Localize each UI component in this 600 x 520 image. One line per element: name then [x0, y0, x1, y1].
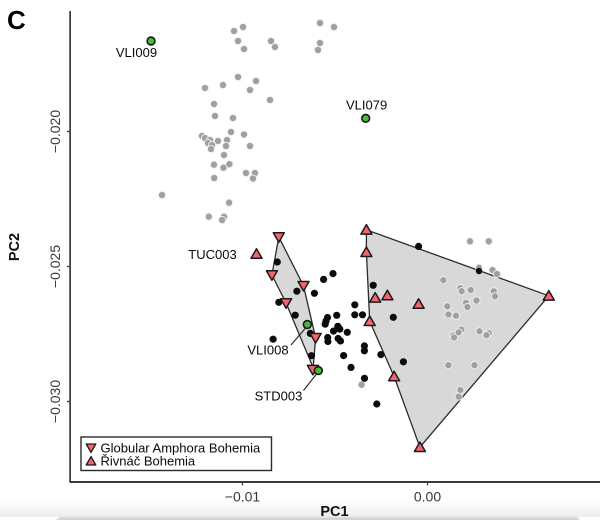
svg-text:−0.020: −0.020	[47, 110, 63, 153]
svg-text:VLI008: VLI008	[247, 343, 288, 358]
svg-text:Globular Amphora Bohemia: Globular Amphora Bohemia	[101, 441, 261, 456]
svg-text:−0.01: −0.01	[225, 489, 261, 505]
svg-text:PC1: PC1	[320, 504, 348, 520]
svg-text:VLI009: VLI009	[116, 45, 157, 60]
svg-text:TUC003: TUC003	[188, 247, 236, 262]
svg-text:Řivnáč Bohemia: Řivnáč Bohemia	[101, 454, 196, 469]
svg-text:STD003: STD003	[255, 389, 303, 404]
svg-text:VLI079: VLI079	[346, 98, 387, 113]
svg-text:PC2: PC2	[7, 233, 23, 261]
svg-text:0.00: 0.00	[414, 489, 441, 505]
svg-text:C: C	[7, 5, 26, 35]
svg-text:−0.030: −0.030	[47, 380, 63, 423]
svg-text:−0.025: −0.025	[47, 245, 63, 288]
